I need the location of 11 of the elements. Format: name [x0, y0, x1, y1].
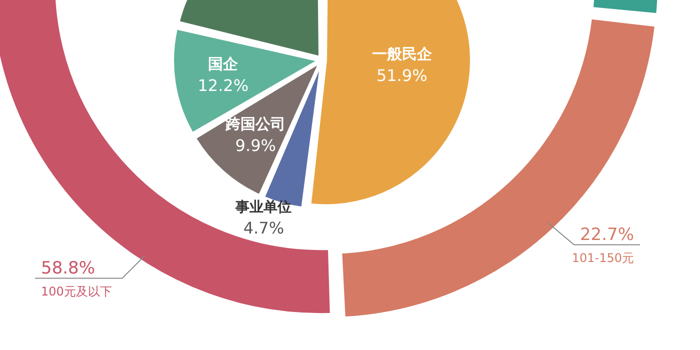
slice-label: 100元及以下 [41, 284, 112, 298]
data-label: 58.8% [41, 258, 96, 278]
data-label: 12.2% [198, 76, 249, 96]
data-label: 9.9% [235, 136, 276, 155]
slice-label: 一般民企 [372, 44, 433, 63]
slice-label: 101-150元 [572, 250, 634, 265]
slice-label: 事业单位 [234, 200, 292, 216]
data-label: 4.7% [243, 218, 284, 238]
data-label: 22.7% [580, 224, 634, 245]
slice-label: 国企 [208, 55, 240, 74]
data-label: 51.9% [376, 66, 428, 85]
